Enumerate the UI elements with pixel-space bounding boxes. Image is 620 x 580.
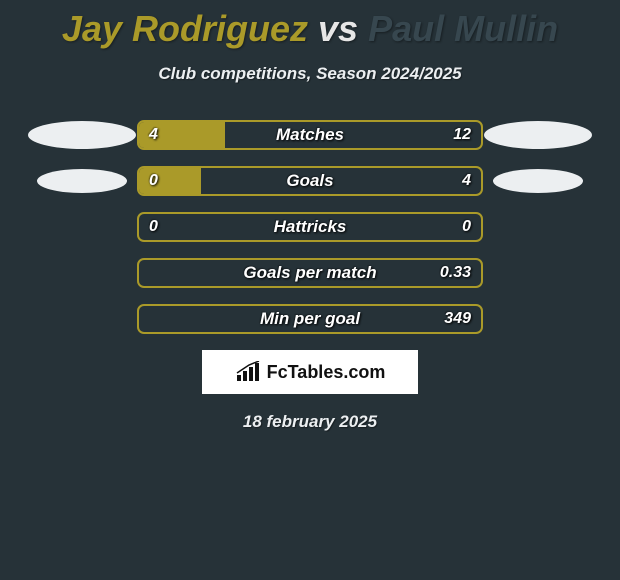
stat-row: 0 Goals 4 [0, 166, 620, 196]
stat-value-right: 349 [444, 306, 471, 332]
stat-value-right: 12 [453, 122, 471, 148]
stat-value-right: 4 [462, 168, 471, 194]
stat-rows: 4 Matches 12 0 Goals 4 0 Hattricks [0, 120, 620, 334]
stat-value-right: 0.33 [440, 260, 471, 286]
stat-bar: 4 Matches 12 [137, 120, 483, 150]
stat-label: Min per goal [139, 306, 481, 332]
stat-row: Min per goal 349 [0, 304, 620, 334]
avatar-ellipse-right [484, 121, 592, 149]
avatar-ellipse-left [28, 121, 136, 149]
brand-text: FcTables.com [267, 362, 386, 383]
stat-row: 0 Hattricks 0 [0, 212, 620, 242]
player2-name: Paul Mullin [368, 8, 558, 49]
avatar-ellipse-right [493, 169, 583, 193]
stat-row: Goals per match 0.33 [0, 258, 620, 288]
stat-bar: Goals per match 0.33 [137, 258, 483, 288]
avatar-ellipse-left [37, 169, 127, 193]
stat-bar: Min per goal 349 [137, 304, 483, 334]
stat-label: Hattricks [139, 214, 481, 240]
right-side [483, 169, 593, 193]
stat-bar: 0 Goals 4 [137, 166, 483, 196]
stat-label: Goals per match [139, 260, 481, 286]
date-label: 18 february 2025 [0, 412, 620, 432]
left-side [27, 121, 137, 149]
right-side [483, 121, 593, 149]
comparison-title: Jay Rodriguez vs Paul Mullin [0, 0, 620, 50]
left-side [27, 169, 137, 193]
stat-value-right: 0 [462, 214, 471, 240]
stat-row: 4 Matches 12 [0, 120, 620, 150]
subtitle: Club competitions, Season 2024/2025 [0, 64, 620, 84]
vs-text: vs [318, 8, 358, 49]
stat-bar: 0 Hattricks 0 [137, 212, 483, 242]
stat-label: Matches [139, 122, 481, 148]
bar-chart-icon [235, 361, 261, 383]
player1-name: Jay Rodriguez [62, 8, 308, 49]
stat-label: Goals [139, 168, 481, 194]
brand-badge[interactable]: FcTables.com [202, 350, 418, 394]
